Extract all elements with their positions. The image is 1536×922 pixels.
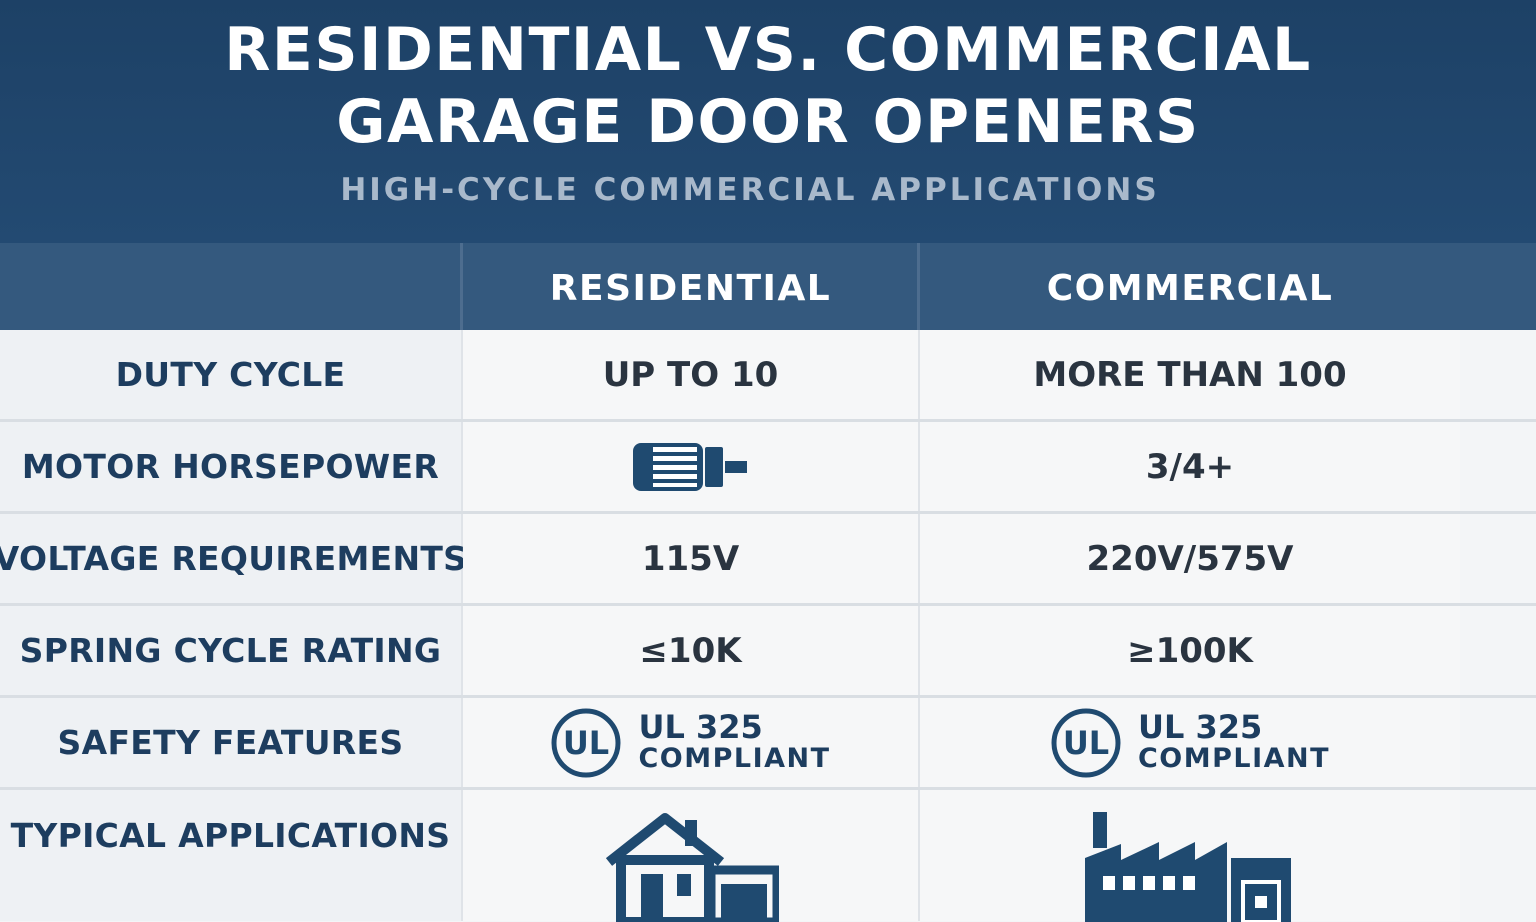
svg-text:UL: UL (1063, 724, 1109, 762)
column-divider (460, 243, 463, 921)
residential-value (463, 790, 918, 922)
row-label: TYPICAL APPLICATIONS (0, 790, 461, 921)
commercial-value (920, 790, 1460, 922)
table-row-safety: SAFETY FEATURES UL UL 325 COMPLIANT UL U… (0, 698, 1536, 790)
ul-line2: COMPLIANT (638, 742, 831, 774)
row-label: VOLTAGE REQUIREMENTS (0, 514, 467, 603)
commercial-value: 3/4+ (920, 422, 1460, 511)
motor-icon (632, 442, 747, 491)
residential-value: ≤10K (463, 606, 918, 695)
table-row-duty-cycle: DUTY CYCLE UP TO 10 MORE THAN 100 (0, 330, 1536, 422)
commercial-value: MORE THAN 100 (920, 330, 1460, 419)
table-row-voltage: VOLTAGE REQUIREMENTS 115V 220V/575V (0, 514, 1536, 606)
residential-value (463, 422, 918, 511)
subtitle: HIGH-CYCLE COMMERCIAL APPLICATIONS (340, 172, 1160, 208)
ul-line2: COMPLIANT (1137, 742, 1331, 774)
commercial-value: UL UL 325 COMPLIANT (920, 698, 1460, 787)
ul-line1: UL 325 (638, 707, 763, 746)
title-line-1: RESIDENTIAL VS. COMMERCIAL (224, 15, 1312, 85)
svg-text:UL: UL (563, 724, 609, 762)
column-divider (917, 243, 920, 921)
row-label: DUTY CYCLE (0, 330, 461, 419)
header-divider (917, 243, 920, 330)
ul-line1: UL 325 (1137, 707, 1263, 746)
house-icon (605, 813, 779, 922)
table-row-spring-cycle: SPRING CYCLE RATING ≤10K ≥100K (0, 606, 1536, 698)
factory-icon (1085, 812, 1291, 922)
row-label: SPRING CYCLE RATING (0, 606, 461, 695)
page-title: RESIDENTIAL VS. COMMERCIAL GARAGE DOOR O… (0, 14, 1536, 158)
title-line-2: GARAGE DOOR OPENERS (336, 87, 1200, 157)
ul-logo-icon: UL (551, 708, 621, 777)
row-label: MOTOR HORSEPOWER (0, 422, 461, 511)
residential-value: UP TO 10 (463, 330, 918, 419)
residential-value: UL UL 325 COMPLIANT (463, 698, 918, 787)
ul-logo-icon: UL (1051, 708, 1121, 777)
column-header-residential: RESIDENTIAL (549, 268, 832, 309)
table-row-applications: TYPICAL APPLICATIONS (0, 790, 1536, 922)
row-label: SAFETY FEATURES (0, 698, 461, 787)
table-header: RESIDENTIAL COMMERCIAL (0, 243, 1536, 330)
residential-value: 115V (463, 514, 918, 603)
commercial-value: 220V/575V (920, 514, 1460, 603)
commercial-value: ≥100K (920, 606, 1460, 695)
empty-header-cell (0, 243, 461, 330)
header: RESIDENTIAL VS. COMMERCIAL GARAGE DOOR O… (0, 0, 1536, 243)
table-row-motor-horsepower: MOTOR HORSEPOWER 3/4+ (0, 422, 1536, 514)
column-header-commercial: COMMERCIAL (1046, 268, 1334, 309)
header-divider (460, 243, 463, 330)
